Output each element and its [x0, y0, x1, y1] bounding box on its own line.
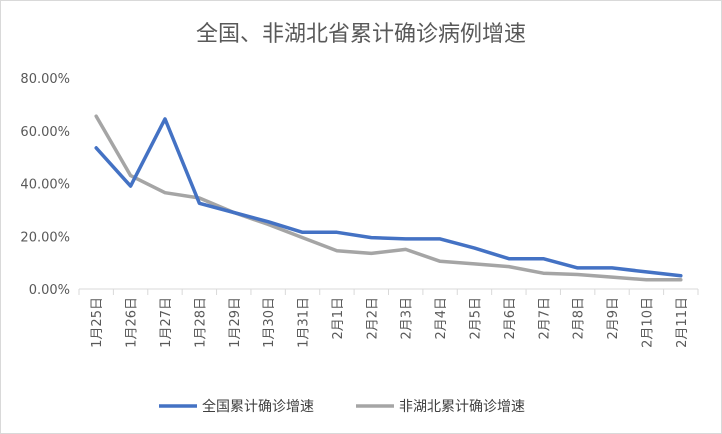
x-tick-label: 2月11日	[675, 297, 690, 348]
legend-label: 全国累计确诊增速	[202, 398, 314, 415]
x-tick-label: 2月8日	[572, 297, 587, 340]
series-line-1	[94, 117, 683, 278]
y-tick-label: 60.00%	[20, 125, 70, 140]
legend-label: 非湖北累计确诊增速	[399, 399, 525, 415]
series-layer	[94, 114, 683, 282]
x-tick-label: 2月9日	[606, 297, 621, 340]
x-tick-label: 1月30日	[262, 297, 277, 348]
y-tick-label: 80.00%	[20, 72, 70, 87]
y-tick-label: 0.00%	[29, 283, 70, 298]
y-tick-label: 20.00%	[20, 230, 70, 245]
x-tick-label: 2月10日	[640, 297, 655, 348]
x-axis-ticks: 1月25日 1月26日 1月27日 1月28日 1月29日 1月30日 1月31日 2月1日 2…	[78, 288, 699, 348]
legend: 全国累计确诊增速 非湖北累计确诊增速	[159, 398, 525, 415]
series-line-2	[94, 114, 683, 282]
x-tick-label: 2月1日	[331, 297, 346, 340]
x-tick-label: 1月29日	[228, 297, 243, 348]
x-tick-label: 1月25日	[90, 297, 105, 348]
x-tick-label: 2月6日	[503, 297, 518, 340]
x-tick-label: 2月7日	[537, 297, 552, 340]
x-tick-label: 2月2日	[365, 297, 380, 340]
y-axis-ticks: 0.00% 20.00% 40.00% 60.00% 80.00%	[20, 72, 70, 298]
x-tick-label: 1月28日	[193, 297, 208, 348]
x-tick-label: 2月4日	[434, 297, 449, 340]
x-tick-label: 1月26日	[125, 297, 140, 348]
x-tick-label: 2月3日	[400, 297, 415, 340]
x-tick-label: 2月5日	[468, 297, 483, 340]
chart-title: 全国、非湖北省累计确诊病例增速	[196, 22, 526, 47]
x-tick-label: 1月27日	[159, 297, 174, 348]
y-tick-label: 40.00%	[20, 178, 70, 193]
x-tick-label: 1月31日	[297, 297, 312, 348]
